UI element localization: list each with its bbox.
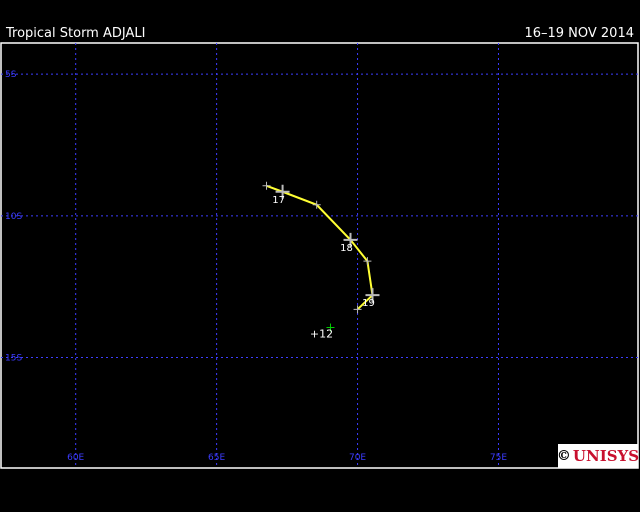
forecast-position-marker	[326, 323, 335, 332]
track-point-marker	[365, 288, 380, 303]
latitude-label: 10S	[5, 212, 22, 222]
track-day-label: 18	[340, 243, 353, 254]
longitude-label: 60E	[67, 453, 84, 463]
date-range: 16–19 NOV 2014	[524, 26, 634, 41]
track-point-marker	[275, 184, 290, 199]
forecast-label: +12	[310, 327, 333, 340]
longitude-label: 65E	[208, 453, 225, 463]
longitude-label: 70E	[349, 453, 366, 463]
track-day-label: 17	[272, 195, 285, 206]
copyright-symbol: ©	[556, 448, 571, 464]
track-point-marker	[353, 305, 362, 314]
unisys-logo: © UNISYS	[556, 444, 640, 468]
track-point-marker	[312, 200, 321, 209]
longitude-label: 75E	[490, 453, 507, 463]
logo-text: UNISYS	[572, 447, 640, 465]
track-point-marker	[262, 181, 271, 190]
latitude-label: 5S	[5, 70, 17, 80]
storm-title: Tropical Storm ADJALI	[6, 26, 146, 41]
track-point-marker	[343, 232, 358, 247]
track-point-marker	[363, 257, 372, 266]
map-frame	[0, 42, 639, 469]
track-day-label: 19	[362, 298, 375, 309]
latitude-label: 15S	[5, 354, 22, 364]
